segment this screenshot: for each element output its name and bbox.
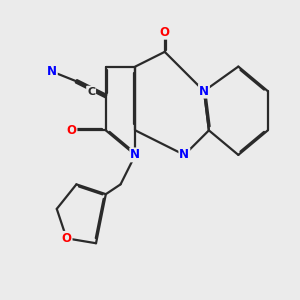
Text: N: N bbox=[179, 148, 189, 161]
Text: C: C bbox=[87, 87, 95, 97]
Text: N: N bbox=[130, 148, 140, 161]
Text: O: O bbox=[160, 26, 170, 39]
Text: N: N bbox=[199, 85, 209, 98]
Text: O: O bbox=[67, 124, 76, 137]
Text: O: O bbox=[61, 232, 72, 245]
Text: N: N bbox=[47, 65, 57, 78]
